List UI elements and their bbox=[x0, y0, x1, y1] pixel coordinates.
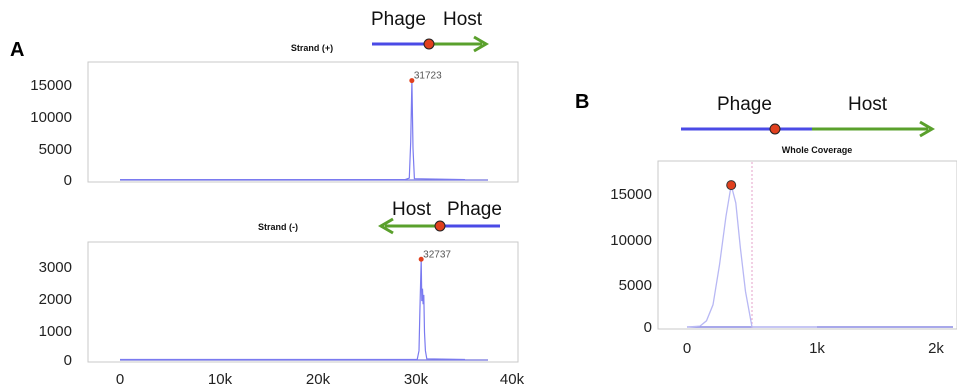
chart-title: Strand (-) bbox=[258, 222, 298, 232]
arrow-phage-label: Phage bbox=[717, 94, 772, 115]
panel-b-label: B bbox=[575, 91, 589, 113]
chart-title: Whole Coverage bbox=[782, 145, 853, 155]
chart-2: Strand (-) 0 1000 2000 3000 32737 bbox=[39, 222, 519, 369]
x-tick-label: 0 bbox=[116, 371, 124, 387]
peak-point bbox=[409, 78, 415, 84]
chart-1: Strand (+) 0 5000 10000 15000 31723 bbox=[30, 43, 519, 189]
x-tick-label: 30k bbox=[404, 371, 429, 387]
peak-label: 32737 bbox=[423, 249, 451, 260]
plot-frame bbox=[87, 241, 519, 363]
peak-point bbox=[418, 256, 424, 262]
y-tick-label: 15000 bbox=[30, 77, 72, 94]
plot-frame bbox=[657, 160, 957, 330]
arrow-phage-label: Phage bbox=[447, 199, 502, 220]
arrow-host-label: Host bbox=[848, 94, 888, 115]
chart-3: Whole Coverage 0 5000 10000 15000 bbox=[610, 145, 957, 336]
panel-a-label: A bbox=[10, 39, 24, 61]
chart-title: Strand (+) bbox=[291, 43, 333, 53]
whole-coverage-orientation-arrow: Phage Host bbox=[681, 94, 935, 138]
arrow-phage-label: Phage bbox=[371, 9, 426, 30]
peak-point bbox=[726, 180, 737, 191]
x-tick-label: 40k bbox=[500, 371, 525, 387]
arrow-host-label: Host bbox=[392, 199, 432, 220]
x-tick-label: 10k bbox=[208, 371, 233, 387]
x-tick-label: 2k bbox=[928, 340, 944, 357]
y-tick-label: 0 bbox=[64, 352, 72, 369]
arrow-host-label: Host bbox=[443, 9, 483, 30]
arrow-head bbox=[919, 120, 935, 138]
coverage-series-line bbox=[120, 259, 466, 361]
arrow-head bbox=[473, 35, 489, 53]
y-tick-label: 5000 bbox=[39, 141, 72, 158]
y-tick-label: 5000 bbox=[619, 277, 652, 294]
plot-frame bbox=[87, 61, 519, 183]
junction-marker bbox=[769, 123, 781, 135]
y-tick-label: 2000 bbox=[39, 291, 72, 308]
arrow-head bbox=[378, 217, 394, 235]
junction-marker bbox=[434, 220, 446, 232]
y-tick-label: 15000 bbox=[610, 186, 652, 203]
strand-minus-orientation-arrow: Host Phage bbox=[378, 199, 502, 235]
y-tick-label: 10000 bbox=[30, 109, 72, 126]
junction-marker bbox=[423, 38, 435, 50]
coverage-series-line bbox=[686, 184, 817, 328]
peak-label: 31723 bbox=[414, 71, 442, 82]
y-tick-label: 1000 bbox=[39, 323, 72, 340]
y-tick-label: 10000 bbox=[610, 232, 652, 249]
y-tick-label: 3000 bbox=[39, 259, 72, 276]
y-tick-label: 0 bbox=[644, 319, 652, 336]
coverage-series-line bbox=[120, 80, 466, 181]
x-tick-label: 0 bbox=[683, 340, 691, 357]
x-tick-label: 1k bbox=[809, 340, 825, 357]
x-tick-label: 20k bbox=[306, 371, 331, 387]
y-tick-label: 0 bbox=[64, 172, 72, 189]
strand-plus-orientation-arrow: Phage Host bbox=[371, 9, 489, 53]
